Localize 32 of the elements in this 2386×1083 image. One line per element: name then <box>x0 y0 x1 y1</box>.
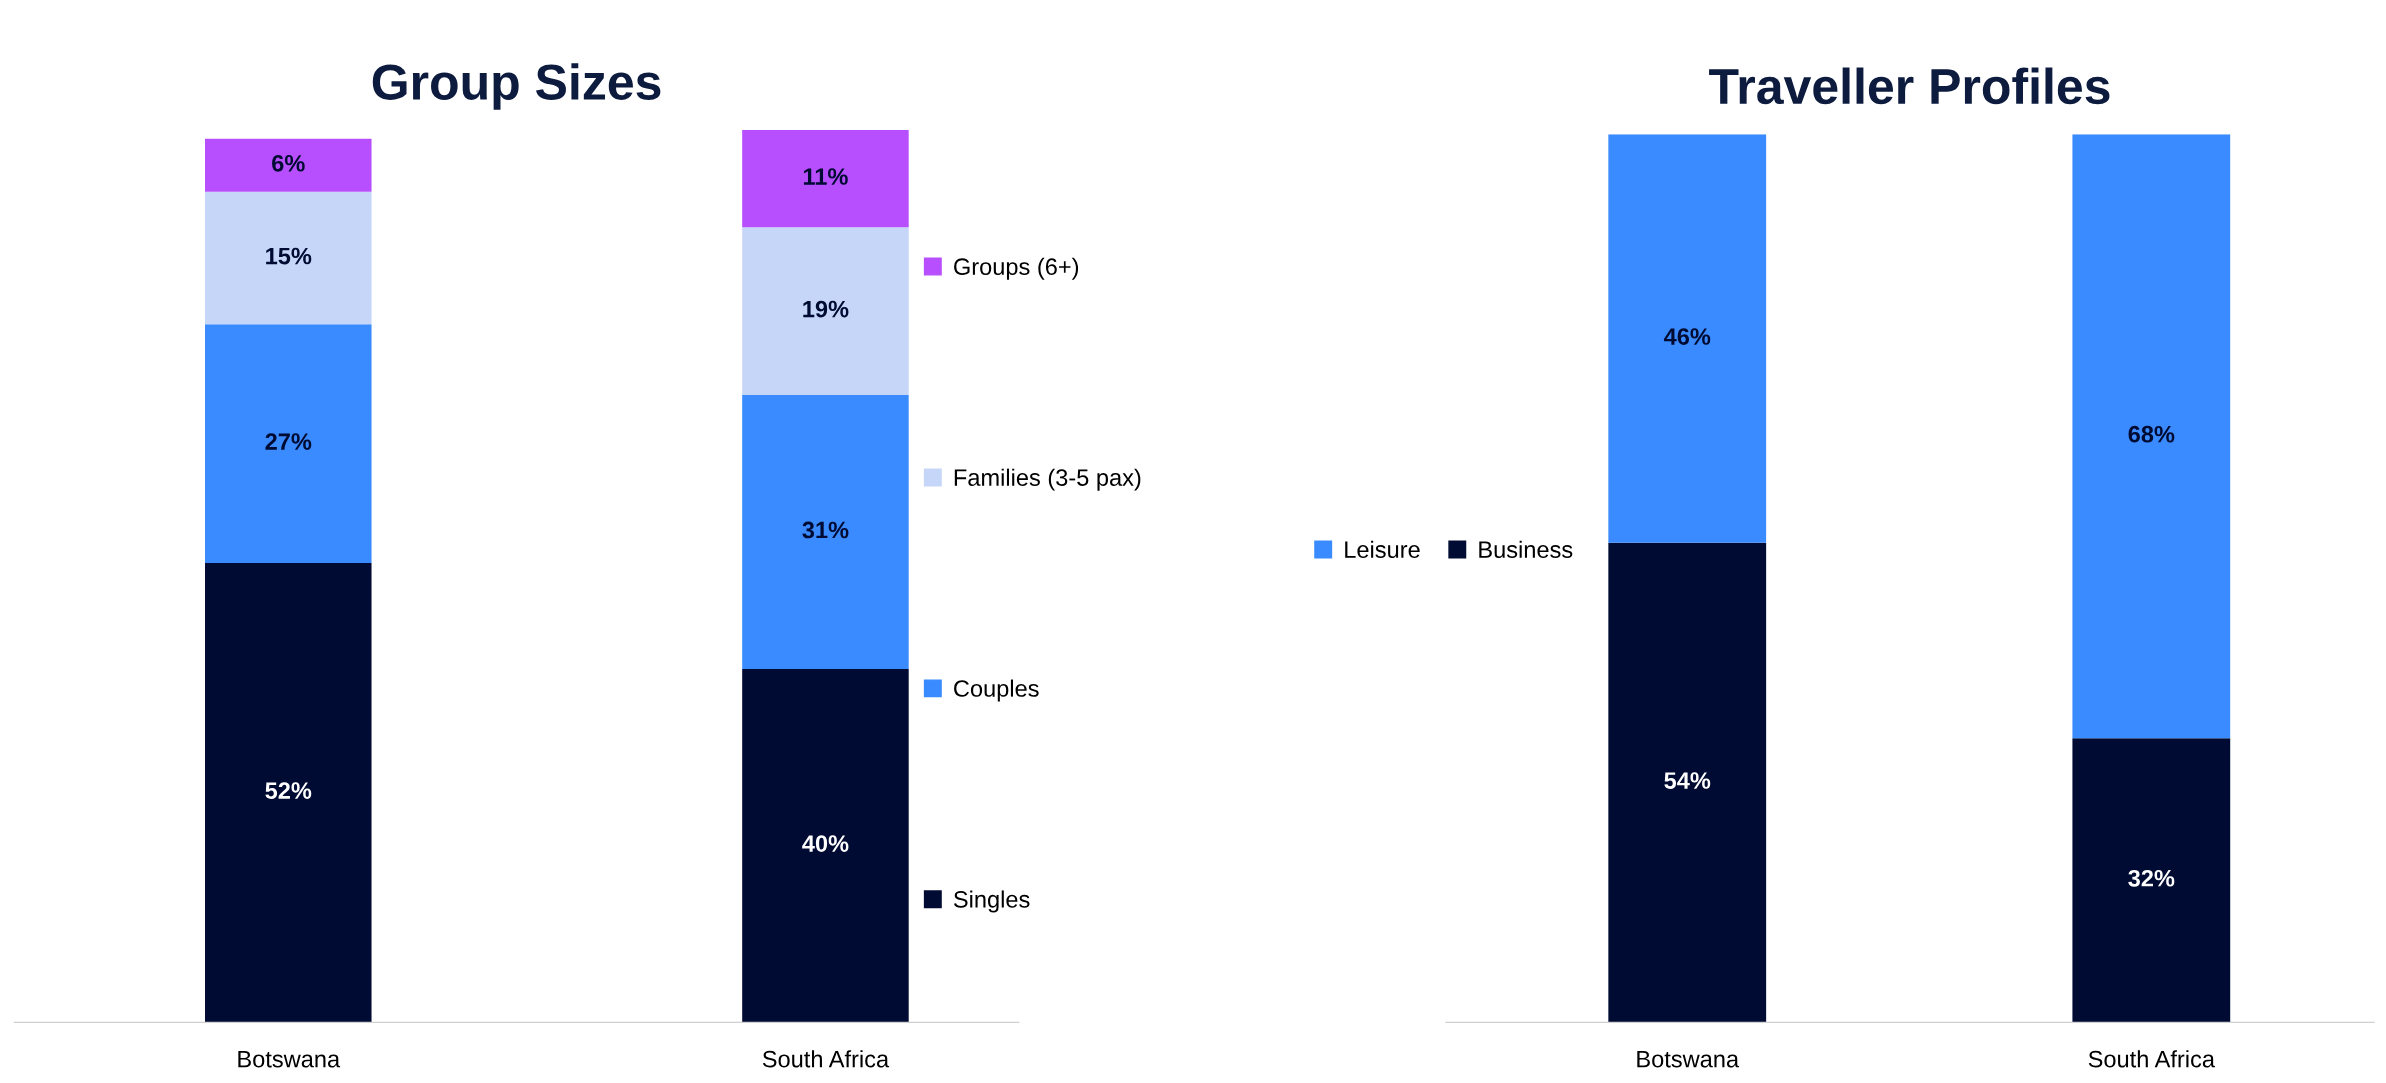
x-tick-label: Botswana <box>1637 1051 1740 1068</box>
bar <box>205 562 372 1023</box>
data-label: 19% <box>803 300 849 318</box>
data-label: 68% <box>2128 425 2175 443</box>
bar <box>742 668 909 1023</box>
data-label: 46% <box>1663 328 1711 345</box>
bar <box>742 395 909 669</box>
chart-title: Traveller Profiles <box>1709 67 2110 105</box>
legend-label: Families (3-5 pax) <box>954 468 1141 491</box>
legend-label: Couples <box>954 679 1039 702</box>
chart-title: Group Sizes <box>372 63 661 110</box>
bar <box>205 324 372 563</box>
data-label: 31% <box>802 521 849 539</box>
legend-label: Groups (6+) <box>954 257 1079 280</box>
bar <box>742 129 909 228</box>
data-label: 6% <box>272 154 305 172</box>
data-label: 11% <box>803 168 848 185</box>
x-tick-label: Botswana <box>238 1051 341 1068</box>
data-label: 32% <box>2128 869 2175 887</box>
legend-label: Leisure <box>1345 540 1420 559</box>
x-tick-label: South Africa <box>2088 1050 2215 1068</box>
data-label: 54% <box>1664 772 1711 789</box>
data-label: 52% <box>265 782 312 799</box>
data-label: 15% <box>266 247 312 265</box>
bar <box>742 227 909 396</box>
data-label: 27% <box>265 433 312 450</box>
bar <box>205 191 372 325</box>
legend-label: Singles <box>953 890 1030 913</box>
x-tick-label: South Africa <box>762 1050 890 1068</box>
data-label: 40% <box>802 835 849 852</box>
bar <box>205 138 372 192</box>
legend-label: Business <box>1479 540 1573 559</box>
